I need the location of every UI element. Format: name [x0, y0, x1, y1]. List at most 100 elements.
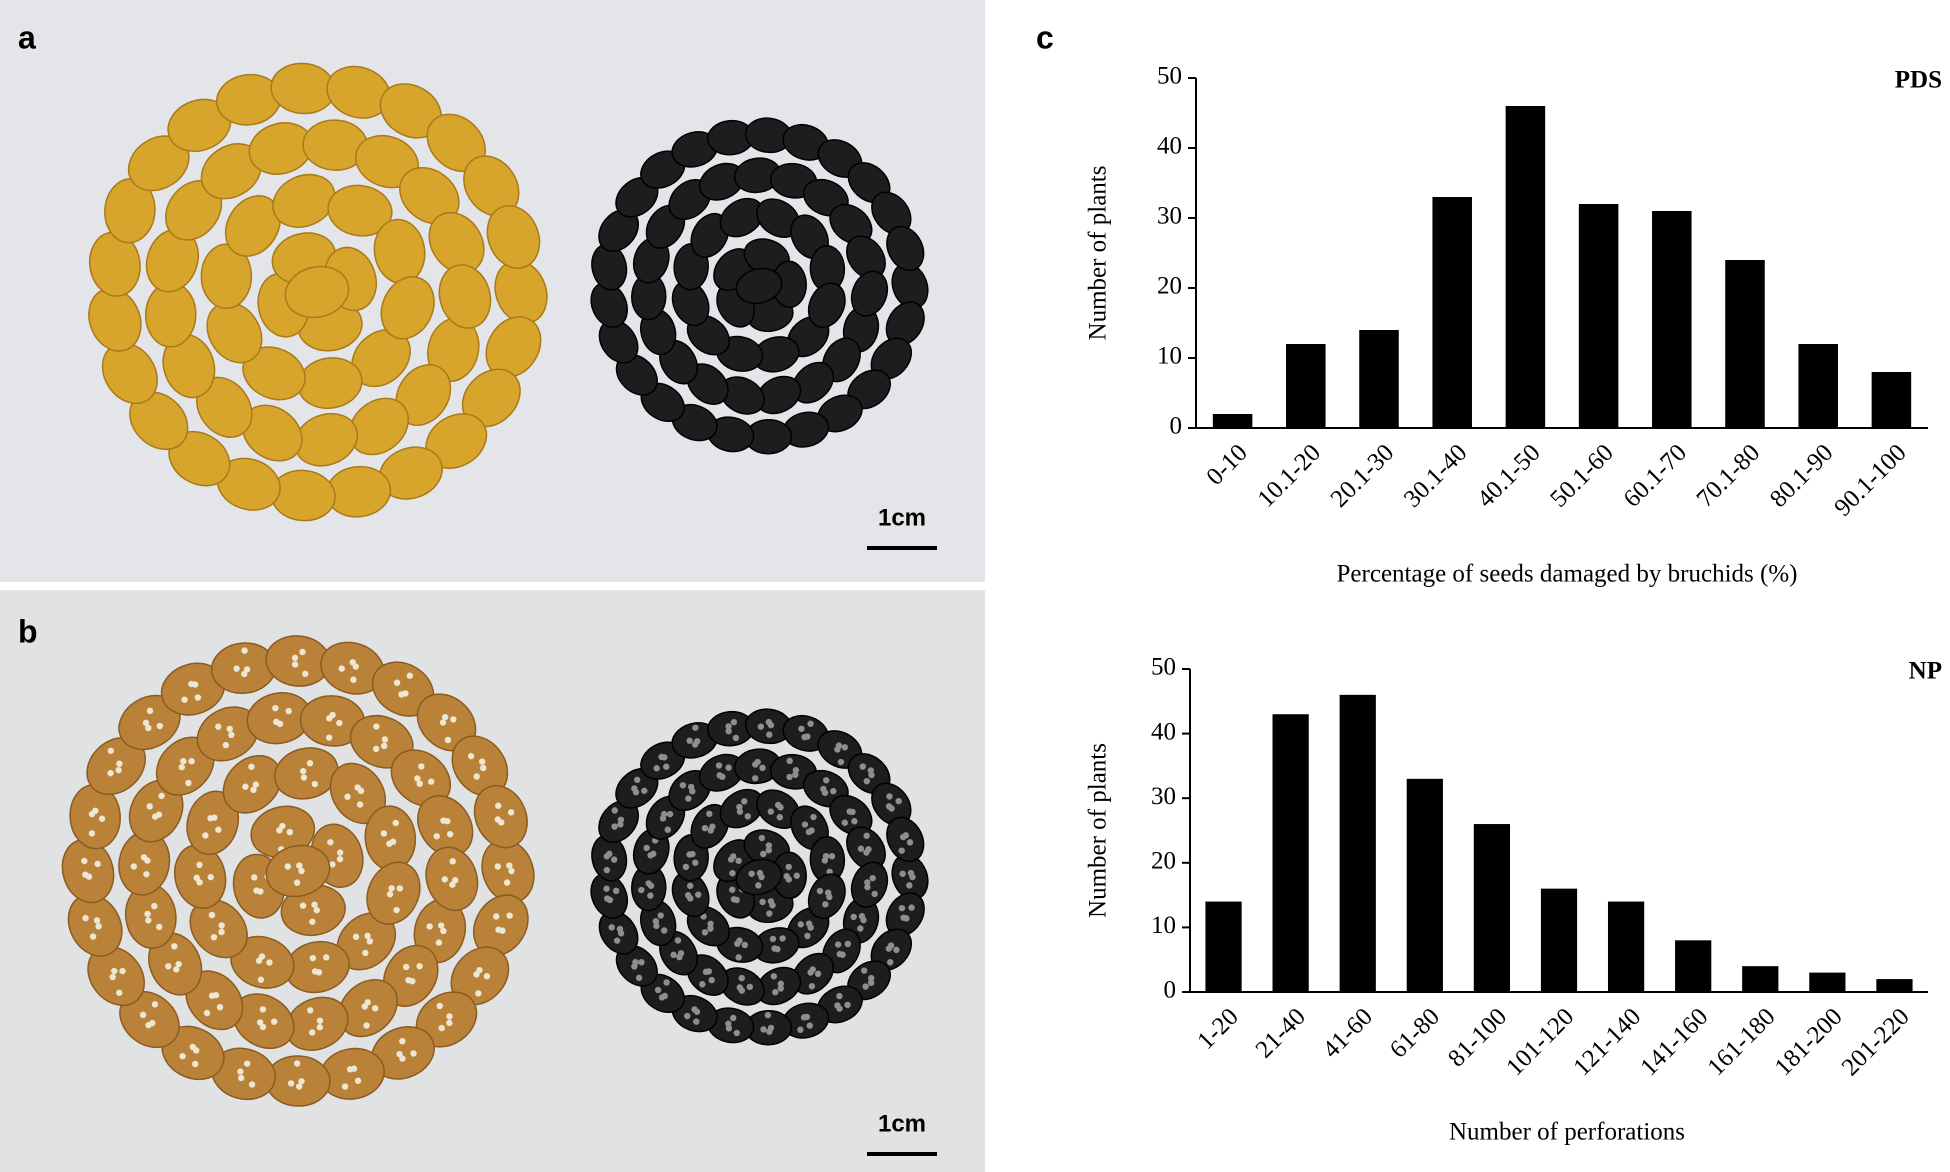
seed-hole [808, 827, 815, 834]
seed-hole [81, 857, 88, 865]
seed-hole [349, 659, 356, 666]
seed-hole [143, 871, 150, 878]
seed-hole [316, 1017, 324, 1024]
seed-hole [293, 1060, 301, 1067]
seed-hole [287, 1080, 295, 1087]
seed-hole [295, 1083, 303, 1090]
seed-hole [824, 889, 832, 896]
seed-hole [810, 813, 817, 821]
seed-hole [686, 851, 693, 858]
seed-hole [730, 718, 738, 726]
panel-label: b [18, 613, 38, 649]
seed-hole [839, 951, 846, 958]
seed-hole [898, 904, 906, 912]
seed-hole [748, 870, 755, 877]
seed-hole [251, 874, 258, 881]
seed-hole [259, 1006, 267, 1013]
seed-hole [145, 724, 152, 732]
seed-hole [868, 974, 875, 982]
seed-hole [862, 983, 869, 990]
seed-hole [764, 1011, 772, 1019]
seed-hole [758, 834, 766, 842]
seed-hole [178, 763, 185, 771]
seed-hole [441, 876, 448, 883]
seed-hole [506, 912, 513, 919]
seed-hole [389, 838, 397, 845]
seed-hole [706, 810, 713, 818]
seed-hole [841, 744, 848, 751]
seed-hole [139, 1011, 147, 1019]
seed-hole [801, 821, 809, 828]
seed-hole [440, 817, 447, 824]
seed-hole [687, 895, 694, 902]
seed-hole [719, 773, 726, 780]
seed-hole [903, 915, 910, 922]
seed-hole [606, 896, 614, 904]
seed-hole [396, 885, 404, 892]
seed-hole [834, 746, 841, 753]
seed-hole [751, 775, 759, 782]
seed-hole [798, 725, 805, 732]
seed-hole [473, 773, 480, 780]
seed-hole [851, 818, 858, 825]
seed-hole [291, 661, 299, 668]
seed-hole [180, 757, 187, 765]
seed-hole [837, 758, 845, 766]
seed-hole [702, 968, 710, 976]
x-tick-label: 0-10 [1201, 439, 1252, 490]
bar [1798, 344, 1838, 428]
seed-hole [495, 802, 502, 809]
seed-hole [850, 913, 857, 921]
seed-hole [692, 724, 699, 731]
seed-hole [647, 892, 654, 899]
seed-hole [208, 992, 216, 999]
seed-hole [155, 923, 163, 931]
seed-hole [276, 720, 284, 728]
seed-hole [215, 826, 222, 833]
x-axis-label: Percentage of seeds damaged by bruchids … [1337, 561, 1798, 588]
seed-hole [836, 1005, 843, 1012]
seed-hole [677, 950, 685, 957]
seed-hole [111, 967, 118, 975]
seed-hole [326, 715, 333, 722]
seed-hole [858, 913, 866, 920]
bar [1432, 197, 1472, 428]
seed-hole [241, 647, 248, 654]
seed-hole [107, 769, 114, 777]
seed-hole [109, 973, 116, 981]
seed-hole [116, 760, 123, 767]
seed-hole [857, 925, 864, 932]
seed-hole [741, 798, 748, 805]
seed-hole [435, 939, 443, 946]
seed-hole [142, 719, 150, 727]
seed-hole [806, 1022, 813, 1029]
seed-hole [757, 723, 765, 730]
seed-hole [735, 857, 742, 864]
x-tick-label: 61-80 [1385, 1003, 1445, 1063]
seed-hole [309, 918, 316, 925]
y-tick-label: 40 [1157, 133, 1182, 160]
seed-hole [893, 946, 900, 954]
seed-hole [416, 962, 423, 970]
bar [1652, 211, 1692, 428]
seed-hole [293, 879, 301, 886]
seed-hole [296, 862, 303, 869]
seed-hole [686, 737, 693, 744]
seed-hole [237, 1068, 244, 1075]
seed-hole [402, 690, 409, 697]
seed-hole [864, 883, 871, 891]
seed-hole [746, 983, 754, 991]
seed-hole [362, 949, 369, 957]
seed-hole [257, 976, 265, 983]
seed-hole [307, 1007, 314, 1014]
seed-hole [729, 869, 736, 877]
seed-hole [898, 847, 905, 854]
bar [1725, 260, 1765, 428]
seed-hole [895, 797, 902, 805]
seed-hole [309, 1029, 316, 1036]
seed-hole [444, 736, 452, 744]
seed-hole [800, 1014, 808, 1021]
bar [1876, 979, 1913, 992]
seed-hole [158, 792, 165, 800]
seed-hole [402, 963, 410, 971]
